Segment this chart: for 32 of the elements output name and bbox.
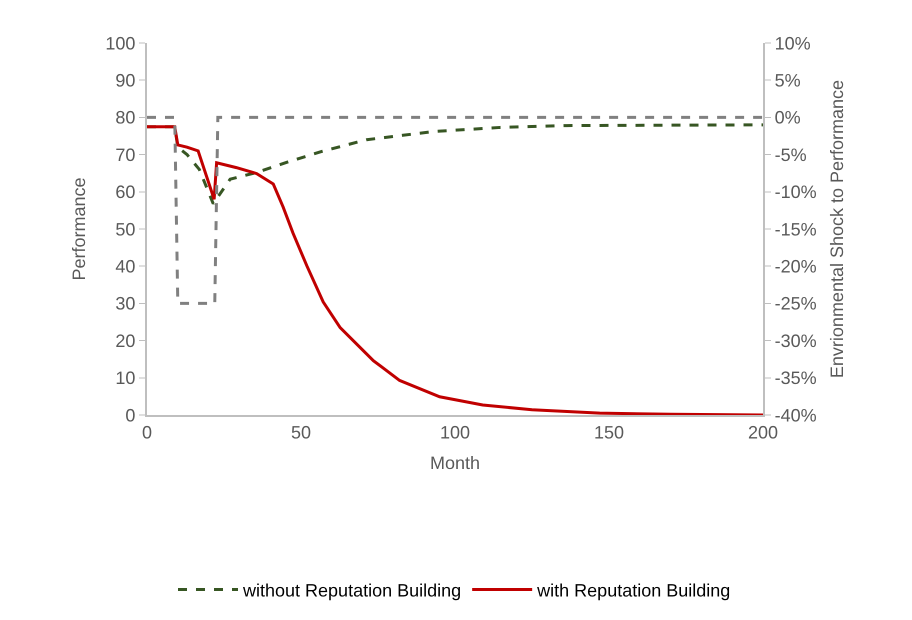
legend-label: with Reputation Building [536,580,730,600]
y-tick-label: 30 [115,294,136,314]
y2-tick-label: 10% [774,33,811,54]
x-tick-label: 0 [142,422,152,443]
legend-label: without Reputation Building [242,580,462,600]
y-tick-label: 60 [115,182,136,202]
y-tick-label: 40 [115,256,136,276]
y2-axis-title: Envrionmental Shock to Performance [827,80,848,378]
y2-tick-label: -35% [774,368,817,388]
y2-tick-label: -20% [774,256,817,276]
y-tick-label: 20 [115,330,136,351]
y-tick-label: 50 [115,219,136,240]
y2-tick-label: 0% [774,108,801,128]
y2-tick-label: -40% [774,405,817,426]
y2-tick-label: -30% [774,330,817,351]
y2-tick-label: -15% [774,219,817,240]
x-axis-title: Month [430,453,480,474]
x-tick-label: 50 [290,422,312,443]
y2-tick-label: -10% [774,182,817,202]
x-tick-label: 200 [748,422,778,443]
x-tick-label: 150 [594,422,624,443]
y2-tick-label: -5% [774,144,807,165]
y-tick-label: 0 [125,405,136,426]
y-tick-label: 10 [115,368,136,388]
y2-tick-label: -25% [774,294,817,314]
y2-tick-label: 5% [774,70,801,90]
x-tick-label: 100 [440,422,470,443]
y-tick-label: 70 [115,144,136,165]
y-tick-label: 100 [105,33,136,54]
y-tick-label: 80 [115,108,136,128]
y-tick-label: 90 [115,70,136,90]
y-axis-title: Performance [69,177,90,281]
